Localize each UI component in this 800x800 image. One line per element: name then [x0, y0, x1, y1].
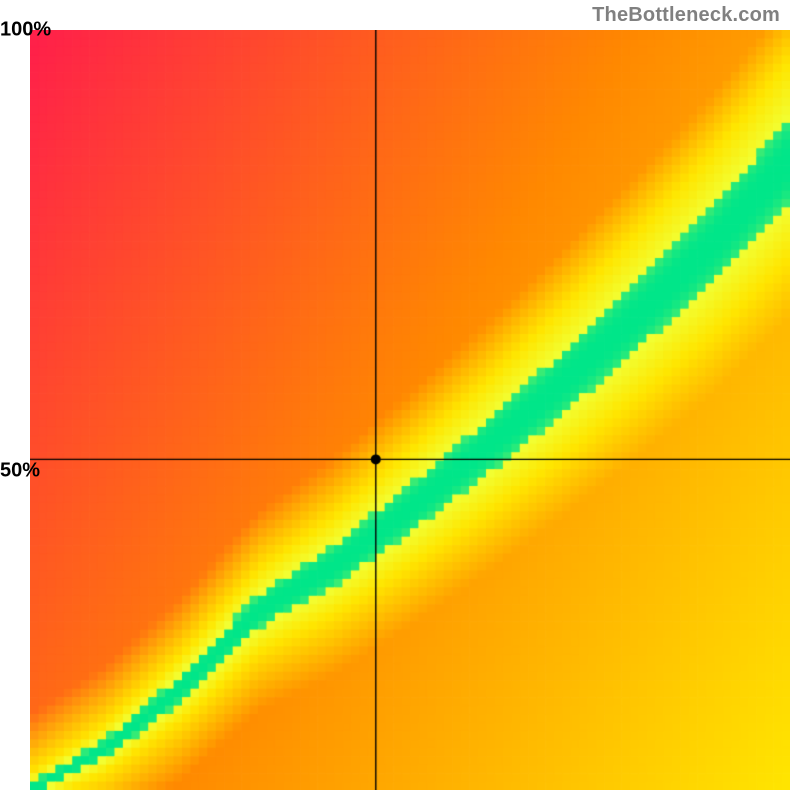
watermark-text: TheBottleneck.com — [592, 4, 780, 27]
bottleneck-heatmap — [30, 30, 790, 790]
y-tick-label-50: 50% — [0, 459, 28, 482]
y-tick-label-100: 100% — [0, 19, 28, 42]
